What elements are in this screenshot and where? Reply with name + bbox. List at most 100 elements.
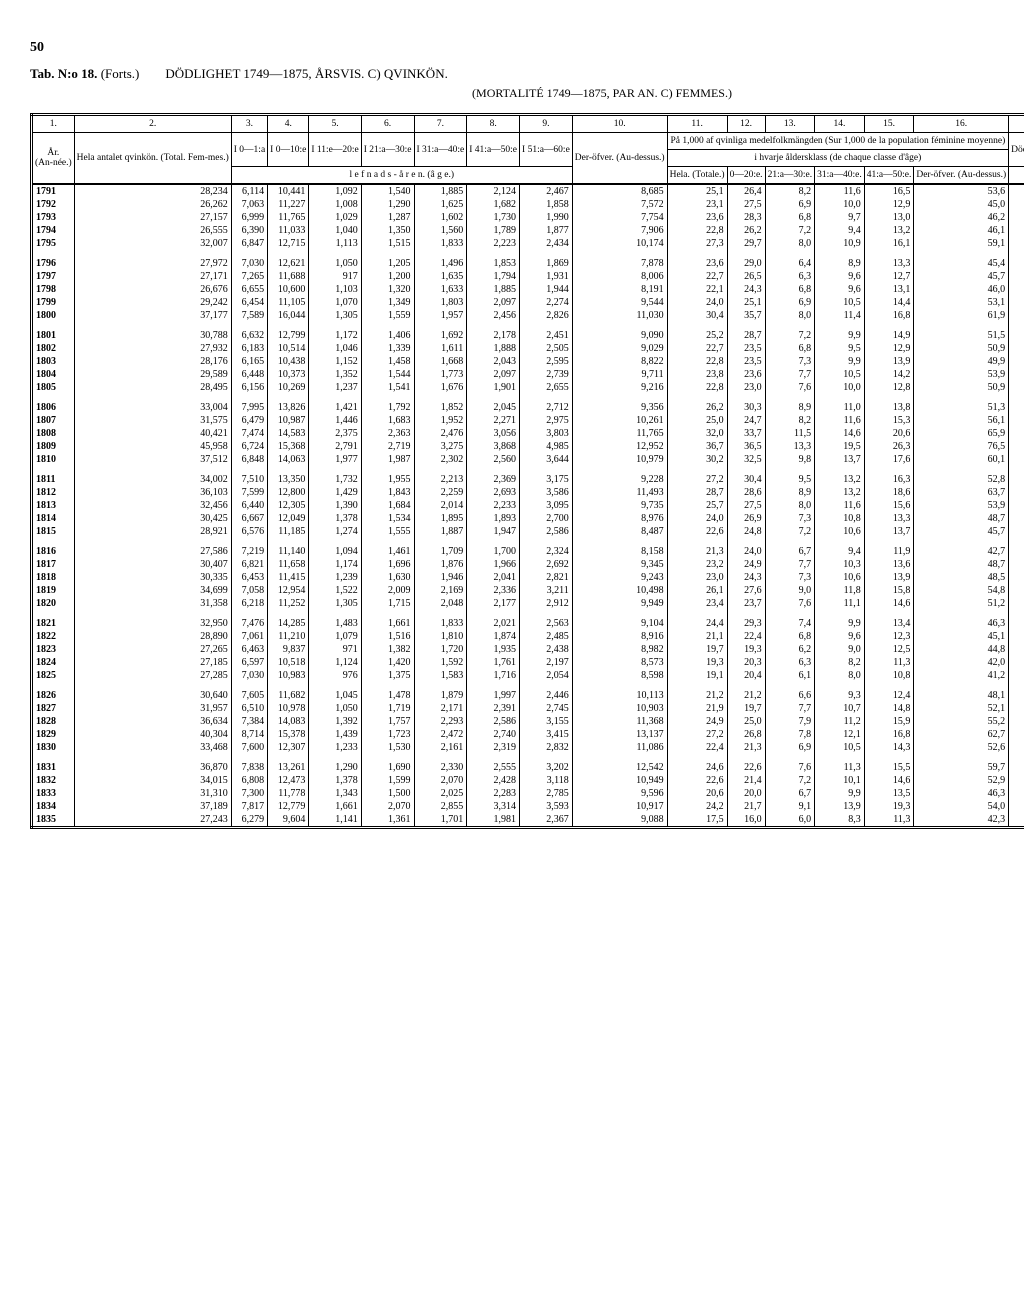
cell-value: 2,476	[414, 427, 467, 440]
cell-value: 17,6	[864, 453, 914, 466]
cell-value: 1,274	[309, 525, 361, 538]
cell-year: 1805	[32, 381, 75, 394]
cell-value: 1,382	[361, 643, 414, 656]
table-row: 180037,1777,58916,0441,3051,5591,9572,45…	[32, 309, 1024, 322]
cell-value: 12,7	[864, 270, 914, 283]
cell-value: 175,1	[1009, 184, 1024, 198]
cell-value: 9,604	[268, 813, 309, 828]
table-row: 183234,0156,80812,4731,3781,5992,0702,42…	[32, 774, 1024, 787]
table-row: 182427,1856,59710,5181,1241,4201,5921,76…	[32, 656, 1024, 669]
cell-value: 1,661	[361, 610, 414, 630]
cell-value: 10,949	[572, 774, 667, 787]
hdr-c11: Hela. (Totale.)	[667, 167, 727, 185]
cell-value: 164,7	[1009, 741, 1024, 754]
cell-value: 6,114	[231, 184, 267, 198]
cell-value: 7,384	[231, 715, 267, 728]
cell-value: 21,7	[727, 800, 765, 813]
cell-value: 11,778	[268, 787, 309, 800]
cell-value: 22,8	[667, 224, 727, 237]
cell-value: 12,799	[268, 322, 309, 342]
cell-value: 12,779	[268, 800, 309, 813]
cell-value: 2,785	[520, 787, 573, 800]
cell-value: 13,137	[572, 728, 667, 741]
cell-year: 1801	[32, 322, 75, 342]
cell-value: 22,7	[667, 342, 727, 355]
table-row: 183527,2436,2799,6041,1411,3611,7011,981…	[32, 813, 1024, 828]
cell-value: 1,478	[361, 682, 414, 702]
cell-value: 2,045	[467, 394, 520, 414]
cell-value: 10,6	[815, 571, 865, 584]
hdr-c12: 0—20:e.	[727, 167, 765, 185]
cell-value: 20,6	[864, 427, 914, 440]
cell-value: 1,885	[414, 184, 467, 198]
cell-value: 6,847	[231, 237, 267, 250]
cell-value: 22,8	[667, 381, 727, 394]
cell-value: 1,070	[309, 296, 361, 309]
cell-value: 1,305	[309, 597, 361, 610]
cell-value: 9,5	[765, 466, 815, 486]
table-row: 179929,2426,45411,1051,0701,3491,8032,09…	[32, 296, 1024, 309]
cell-value: 14,6	[864, 774, 914, 787]
cell-value: 13,5	[864, 787, 914, 800]
cell-value: 24,0	[727, 538, 765, 558]
cell-value: 9,6	[815, 270, 865, 283]
cell-value: 164,5	[1009, 381, 1024, 394]
cell-value: 7,300	[231, 787, 267, 800]
cell-value: 7,8	[765, 728, 815, 741]
table-row: 180633,0047,99513,8261,4211,7921,8522,04…	[32, 394, 1024, 414]
cell-value: 178,1	[1009, 453, 1024, 466]
cell-value: 13,826	[268, 394, 309, 414]
cell-value: 10,5	[815, 296, 865, 309]
cell-value: 1,522	[309, 584, 361, 597]
cell-value: 45,4	[914, 250, 1009, 270]
cell-value: 12,305	[268, 499, 309, 512]
cell-value: 149,0	[1009, 787, 1024, 800]
cell-value: 1,690	[361, 754, 414, 774]
cell-value: 21,1	[667, 630, 727, 643]
cell-value: 2,025	[414, 787, 467, 800]
cell-value: 20,4	[727, 669, 765, 682]
cell-value: 2,560	[467, 453, 520, 466]
cell-value: 2,330	[414, 754, 467, 774]
cell-value: 12,1	[815, 728, 865, 741]
cell-value: 2,467	[520, 184, 573, 198]
cell-value: 971	[309, 643, 361, 656]
cell-value: 2,595	[520, 355, 573, 368]
cell-value: 11,6	[815, 499, 865, 512]
cell-value: 45,958	[74, 440, 231, 453]
cell-value: 160,1	[1009, 682, 1024, 702]
cell-value: 14,8	[864, 702, 914, 715]
cell-value: 1,079	[309, 630, 361, 643]
cell-value: 1,461	[361, 538, 414, 558]
cell-value: 1,305	[309, 309, 361, 322]
cell-value: 46,3	[914, 787, 1009, 800]
cell-value: 34,015	[74, 774, 231, 787]
cell-value: 1,534	[361, 512, 414, 525]
cell-value: 6,448	[231, 368, 267, 381]
hdr-colnum: 4.	[268, 115, 309, 133]
cell-value: 27,6	[727, 584, 765, 597]
cell-value: 8,0	[765, 309, 815, 322]
cell-value: 2,555	[467, 754, 520, 774]
cell-value: 2,745	[520, 702, 573, 715]
cell-value: 6,4	[765, 250, 815, 270]
cell-value: 1,676	[414, 381, 467, 394]
cell-value: 21,2	[667, 682, 727, 702]
cell-value: 1,773	[414, 368, 467, 381]
cell-value: 17,5	[667, 813, 727, 828]
cell-value: 1,583	[414, 669, 467, 682]
cell-value: 1,515	[361, 237, 414, 250]
cell-value: 9,6	[815, 630, 865, 643]
cell-value: 1,935	[467, 643, 520, 656]
cell-value: 1,789	[467, 224, 520, 237]
cell-value: 192,9	[1009, 322, 1024, 342]
cell-value: 134,4	[1009, 643, 1024, 656]
cell-year: 1792	[32, 198, 75, 211]
cell-value: 3,593	[520, 800, 573, 813]
cell-value: 7,9	[765, 715, 815, 728]
table-row: 181332,4566,44012,3051,3901,6842,0142,23…	[32, 499, 1024, 512]
cell-value: 15,378	[268, 728, 309, 741]
cell-value: 6,821	[231, 558, 267, 571]
cell-value: 12,800	[268, 486, 309, 499]
cell-value: 28,3	[727, 211, 765, 224]
